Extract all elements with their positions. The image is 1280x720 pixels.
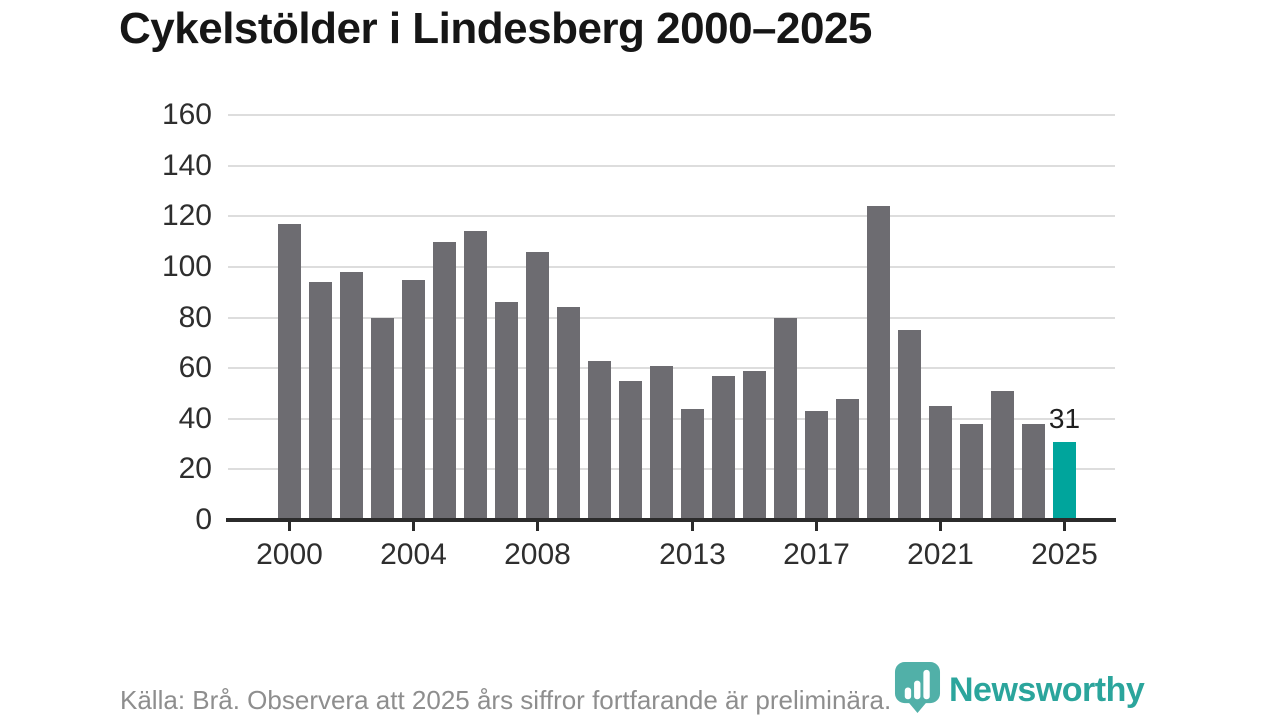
x-axis-tick-label: 2000 — [256, 538, 323, 571]
bar-2024 — [1022, 423, 1045, 520]
gridline-y-140 — [228, 164, 1115, 167]
bar-2001 — [309, 282, 332, 520]
gridline-y-160 — [228, 114, 1115, 116]
bar-2025 — [1053, 441, 1076, 520]
bar-2017 — [805, 411, 828, 520]
bar-2018 — [836, 398, 859, 520]
x-axis-tick — [412, 522, 415, 531]
x-axis-tick-label: 2008 — [504, 538, 571, 571]
y-axis-tick-label: 120 — [161, 199, 212, 233]
bar-2022 — [960, 423, 983, 520]
x-axis-tick-label: 2017 — [783, 538, 850, 571]
bar-2012 — [650, 365, 673, 520]
bar-2015 — [743, 370, 766, 520]
gridline-y-100 — [228, 265, 1115, 268]
x-axis-line — [226, 518, 1116, 522]
bar-2014 — [712, 375, 735, 520]
y-axis-tick-label: 100 — [161, 249, 212, 283]
newsworthy-wordmark: Newsworthy — [949, 671, 1145, 709]
bar-2008 — [526, 251, 549, 520]
bar-2011 — [619, 380, 642, 520]
gridline-y-80 — [228, 316, 1115, 319]
bar-2013 — [681, 408, 704, 520]
bar-2016 — [774, 317, 797, 520]
chart-title: Cykelstölder i Lindesberg 2000–2025 — [119, 4, 872, 53]
bar-2002 — [340, 271, 363, 520]
x-axis-tick — [691, 522, 694, 531]
bar-value-label: 31 — [1048, 402, 1081, 434]
bar-2007 — [495, 302, 518, 520]
bar-2023 — [991, 390, 1014, 520]
bar-2010 — [588, 360, 611, 520]
y-axis-tick-label: 80 — [178, 300, 212, 334]
x-axis-tick-label: 2021 — [907, 538, 974, 571]
y-axis-tick-label: 140 — [161, 148, 212, 182]
y-axis-tick-label: 60 — [178, 351, 212, 385]
x-axis-tick-label: 2025 — [1031, 538, 1098, 571]
x-axis-tick — [536, 522, 539, 531]
bar-2021 — [929, 406, 952, 520]
y-axis-tick-label: 20 — [178, 452, 212, 486]
x-axis-tick-label: 2004 — [380, 538, 447, 571]
bar-2006 — [464, 231, 487, 520]
newsworthy-logo: Newsworthy — [894, 661, 1145, 719]
x-axis-tick — [939, 522, 942, 531]
source-note: Källa: Brå. Observera att 2025 års siffr… — [120, 685, 892, 715]
y-axis-tick-label: 0 — [195, 503, 212, 536]
bar-2000 — [278, 223, 301, 520]
newsworthy-speech-bubble-bar-chart-icon — [894, 661, 941, 719]
y-axis-tick-label: 160 — [161, 98, 212, 131]
x-axis-tick — [1063, 522, 1066, 531]
gridline-y-120 — [228, 215, 1115, 218]
x-axis-tick — [815, 522, 818, 531]
bar-2005 — [433, 241, 456, 520]
y-axis-tick-label: 40 — [178, 401, 212, 435]
bar-2020 — [898, 330, 921, 520]
x-axis-tick — [288, 522, 291, 531]
bar-2003 — [371, 317, 394, 520]
bar-2009 — [557, 307, 580, 520]
x-axis-tick-label: 2013 — [659, 538, 726, 571]
bar-2004 — [402, 279, 425, 520]
bar-2019 — [867, 206, 890, 520]
